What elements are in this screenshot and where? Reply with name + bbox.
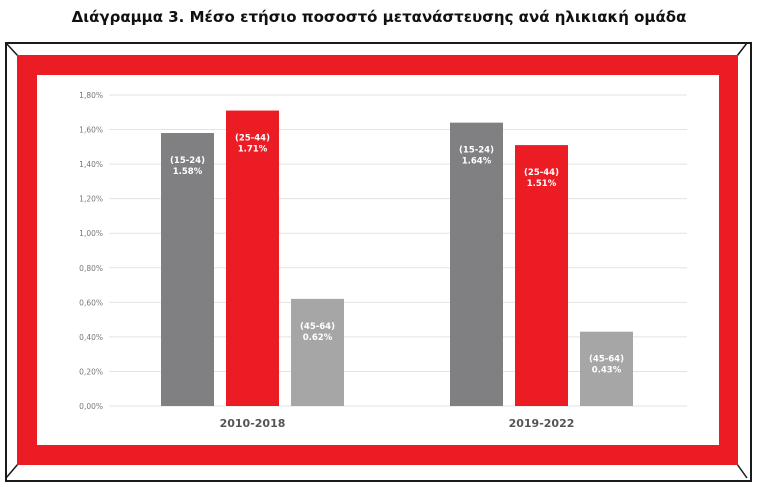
bar-chart: 0,00% 0,20% 0,40% 0,60% 0,80% 1,00% 1,20% 1,40%…: [79, 91, 687, 430]
bar: [450, 122, 503, 406]
y-tick-label: 1,20%: [79, 195, 103, 204]
bar-value-label: 1.71%: [238, 145, 268, 155]
bar-value-label: 0.62%: [303, 333, 333, 343]
bar: [226, 110, 279, 407]
bar-value-label: 1.51%: [527, 179, 557, 189]
bar-group-label: (25-44): [235, 134, 270, 144]
y-tick-label: 0,40%: [79, 333, 103, 342]
bar-value-label: 0.43%: [592, 366, 622, 376]
bar-value-label: 1.58%: [173, 167, 203, 177]
y-tick-label: 0,00%: [79, 402, 103, 411]
bar-group-label: (45-64): [300, 322, 335, 332]
bar-group-label: (15-24): [170, 156, 205, 166]
bar-value-label: 1.64%: [462, 157, 492, 167]
chart-title: Διάγραμμα 3. Μέσο ετήσιο ποσοστό μετανάσ…: [71, 8, 687, 26]
y-tick-label: 0,80%: [79, 264, 103, 273]
bar-group-label: (15-24): [459, 146, 494, 156]
y-tick-label: 1,80%: [79, 91, 103, 100]
x-category-label: 2010-2018: [220, 417, 286, 430]
bar: [580, 331, 633, 406]
bar: [515, 145, 568, 406]
y-tick-label: 1,00%: [79, 229, 103, 238]
bar-group-label: (45-64): [589, 355, 624, 365]
x-category-label: 2019-2022: [509, 417, 575, 430]
plot-panel: 0,00% 0,20% 0,40% 0,60% 0,80% 1,00% 1,20% 1,40%…: [37, 75, 719, 445]
y-tick-label: 1,40%: [79, 160, 103, 169]
y-tick-label: 0,60%: [79, 298, 103, 307]
bar-group-label: (25-44): [524, 168, 559, 178]
y-tick-label: 0,20%: [79, 367, 103, 376]
y-tick-label: 1,60%: [79, 126, 103, 135]
bar: [161, 133, 214, 406]
bar: [291, 298, 344, 406]
